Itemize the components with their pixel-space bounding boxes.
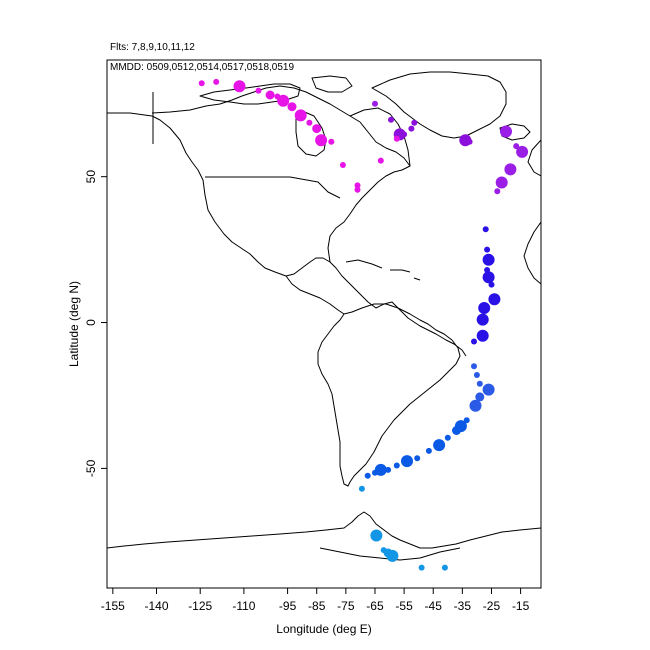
flight-point-7 bbox=[287, 102, 297, 112]
flight-point-14 bbox=[354, 182, 361, 189]
flight-point-54 bbox=[425, 447, 432, 454]
flight-point-52 bbox=[444, 434, 451, 441]
x-tick-label: -110 bbox=[232, 599, 255, 613]
flight-point-62 bbox=[358, 485, 365, 492]
x-tick-label: -75 bbox=[337, 599, 355, 613]
flight-point-6 bbox=[277, 94, 290, 107]
flight-point-51 bbox=[452, 426, 461, 435]
flight-point-68 bbox=[441, 564, 448, 571]
flight-point-41 bbox=[476, 329, 489, 342]
flight-point-26 bbox=[500, 125, 512, 138]
coastline-central-america bbox=[285, 275, 345, 315]
x-tick-label: -140 bbox=[145, 599, 169, 613]
flight-point-32 bbox=[482, 226, 489, 233]
flight-point-40 bbox=[476, 313, 489, 326]
flight-point-9 bbox=[306, 119, 313, 126]
y-tick-label: 50 bbox=[84, 170, 98, 184]
border-us-canada bbox=[205, 176, 341, 199]
coastline-north-america bbox=[107, 112, 467, 357]
flight-point-29 bbox=[504, 163, 517, 176]
coastline-arctic-islands bbox=[199, 75, 353, 105]
x-tick-label: -65 bbox=[366, 599, 384, 613]
y-axis: -50 0 50 bbox=[84, 170, 108, 477]
flight-point-4 bbox=[265, 90, 275, 100]
flight-point-17 bbox=[377, 157, 384, 164]
x-tick-label: -35 bbox=[454, 599, 472, 613]
coastlines bbox=[107, 71, 541, 561]
flight-point-2 bbox=[233, 80, 246, 93]
flight-point-63 bbox=[370, 529, 383, 542]
flight-point-61 bbox=[364, 472, 371, 479]
flight-point-21 bbox=[408, 125, 415, 132]
flight-point-18 bbox=[388, 116, 394, 123]
flight-point-57 bbox=[393, 462, 400, 469]
flight-point-39 bbox=[478, 302, 491, 314]
coastline-labrador bbox=[349, 107, 411, 167]
y-tick-label: -50 bbox=[84, 459, 98, 477]
flight-point-44 bbox=[473, 372, 480, 378]
y-tick-label: 0 bbox=[84, 319, 98, 326]
flight-point-10 bbox=[312, 124, 322, 134]
coastline-europe bbox=[527, 139, 541, 177]
flight-point-25 bbox=[466, 138, 473, 145]
dates-label: MMDD: 0509,0512,0514,0517,0518,0519 bbox=[110, 62, 294, 73]
flight-point-66 bbox=[386, 549, 399, 562]
flight-point-46 bbox=[482, 383, 495, 396]
flight-point-16 bbox=[372, 100, 378, 107]
flight-point-42 bbox=[471, 338, 477, 345]
flight-point-12 bbox=[328, 138, 335, 145]
flight-point-47 bbox=[475, 392, 485, 402]
coastline-africa bbox=[523, 221, 541, 285]
flight-point-8 bbox=[294, 109, 307, 122]
flight-point-67 bbox=[418, 564, 425, 571]
flight-point-13 bbox=[339, 162, 346, 168]
flight-point-23 bbox=[393, 135, 400, 142]
x-tick-label: -155 bbox=[101, 599, 125, 613]
y-axis-label: Latitude (deg N) bbox=[67, 281, 81, 367]
flight-point-56 bbox=[401, 455, 413, 468]
x-tick-label: -85 bbox=[308, 599, 326, 613]
coastline-hudson-bay bbox=[295, 109, 327, 157]
coastline-antarctica bbox=[107, 511, 541, 549]
flight-point-15 bbox=[354, 186, 361, 193]
flight-point-53 bbox=[433, 439, 446, 452]
x-axis-label: Longitude (deg E) bbox=[276, 622, 371, 636]
flight-point-31 bbox=[494, 188, 501, 195]
flight-point-38 bbox=[488, 293, 501, 306]
flight-point-36 bbox=[482, 271, 495, 284]
x-tick-label: -15 bbox=[512, 599, 530, 613]
x-tick-label: -55 bbox=[395, 599, 413, 613]
flight-points bbox=[198, 78, 529, 571]
flight-point-37 bbox=[488, 281, 495, 288]
flight-point-30 bbox=[495, 176, 508, 189]
flight-point-22 bbox=[411, 119, 418, 126]
flight-point-0 bbox=[198, 80, 205, 87]
coastline-south-america bbox=[317, 303, 461, 487]
flight-point-60 bbox=[372, 469, 378, 476]
flight-point-28 bbox=[516, 145, 529, 158]
flight-point-55 bbox=[414, 455, 421, 462]
flight-point-43 bbox=[471, 363, 477, 370]
flight-point-33 bbox=[484, 246, 491, 253]
flight-point-45 bbox=[476, 380, 483, 387]
x-tick-label: -95 bbox=[279, 599, 297, 613]
flight-point-48 bbox=[469, 399, 482, 412]
flight-point-1 bbox=[213, 78, 220, 85]
coastline-caribbean bbox=[345, 259, 421, 281]
x-tick-label: -45 bbox=[425, 599, 443, 613]
flight-point-3 bbox=[255, 87, 262, 94]
x-axis: -155 -140 -125 -110 -95 -85 -75 -65 -55 -45 -35 -25… bbox=[101, 587, 530, 613]
flight-point-20 bbox=[401, 131, 408, 138]
x-tick-label: -125 bbox=[188, 599, 212, 613]
flight-point-49 bbox=[463, 417, 470, 424]
coastline-greenland bbox=[371, 71, 507, 139]
coastline-us-east bbox=[151, 85, 411, 263]
flight-point-11 bbox=[315, 134, 328, 147]
x-tick-label: -25 bbox=[483, 599, 501, 613]
flight-point-27 bbox=[513, 143, 520, 150]
flight-point-34 bbox=[482, 253, 495, 266]
flights-label: Flts: 7,8,9,10,11,12 bbox=[110, 42, 195, 53]
plot-region bbox=[106, 59, 542, 589]
